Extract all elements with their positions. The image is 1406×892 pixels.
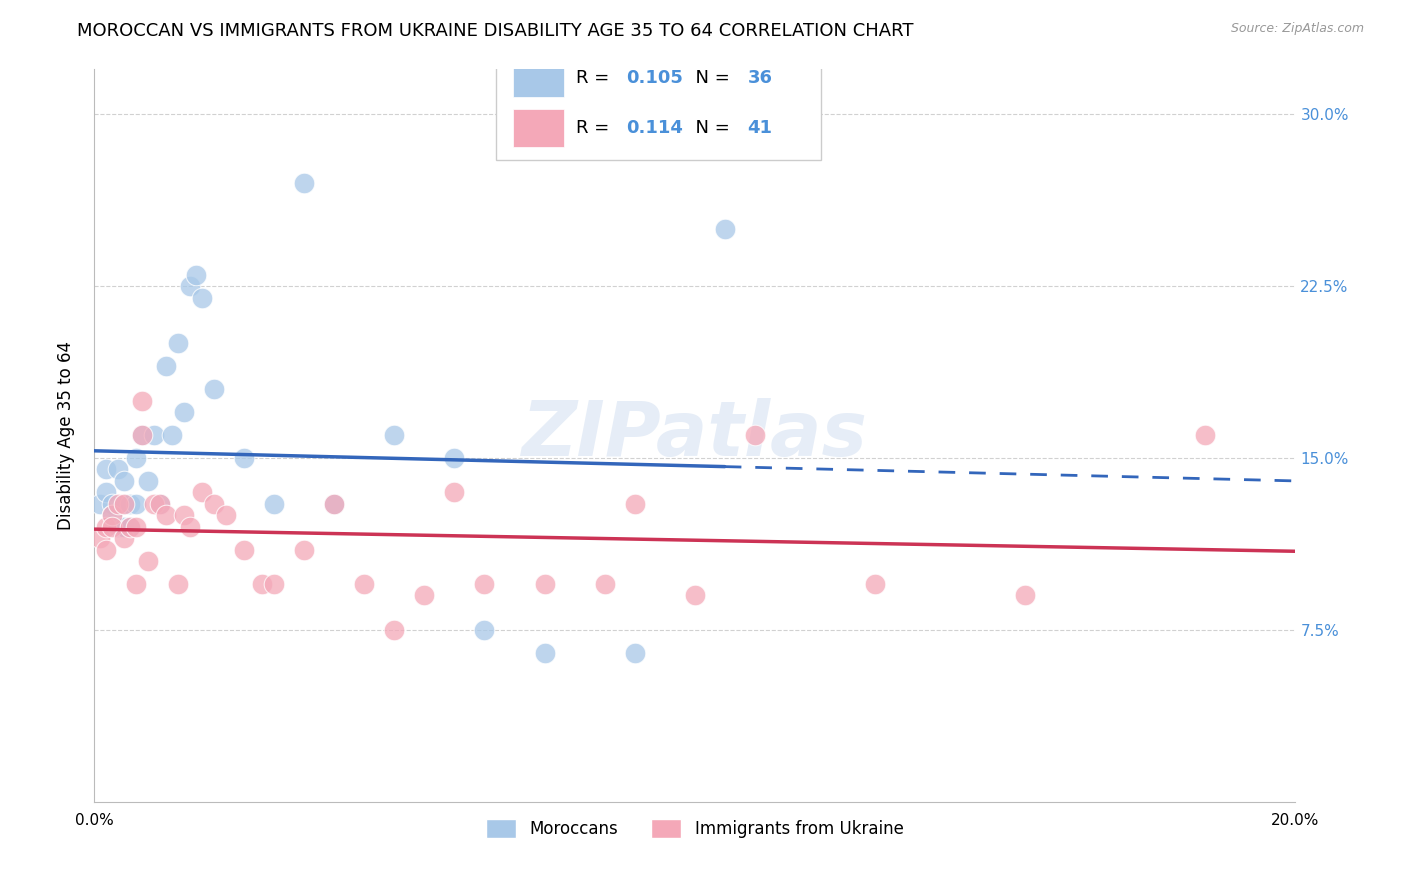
- Point: [250, 577, 273, 591]
- Point: [94, 485, 117, 500]
- Point: [94, 462, 117, 476]
- Point: [125, 450, 148, 465]
- Point: [131, 393, 153, 408]
- Point: [131, 428, 153, 442]
- Point: [173, 405, 195, 419]
- Point: [413, 588, 436, 602]
- Text: Source: ZipAtlas.com: Source: ZipAtlas.com: [1230, 22, 1364, 36]
- Text: 36: 36: [748, 70, 772, 87]
- Point: [623, 646, 645, 660]
- Text: 0.114: 0.114: [626, 119, 683, 136]
- Point: [118, 497, 141, 511]
- Point: [155, 359, 177, 374]
- Point: [382, 428, 405, 442]
- Point: [94, 542, 117, 557]
- Legend: Moroccans, Immigrants from Ukraine: Moroccans, Immigrants from Ukraine: [479, 812, 910, 845]
- Point: [94, 519, 117, 533]
- Point: [112, 497, 135, 511]
- Point: [233, 542, 256, 557]
- Point: [101, 508, 124, 523]
- Point: [155, 508, 177, 523]
- Point: [173, 508, 195, 523]
- Point: [593, 577, 616, 591]
- FancyBboxPatch shape: [513, 60, 564, 97]
- Point: [89, 497, 111, 511]
- Point: [353, 577, 375, 591]
- Text: 0.105: 0.105: [626, 70, 683, 87]
- Point: [101, 508, 124, 523]
- Point: [382, 623, 405, 637]
- Point: [443, 485, 465, 500]
- Point: [179, 519, 201, 533]
- Point: [443, 450, 465, 465]
- Point: [107, 462, 129, 476]
- Point: [149, 497, 172, 511]
- Point: [215, 508, 238, 523]
- Text: R =: R =: [575, 70, 614, 87]
- Point: [107, 519, 129, 533]
- Point: [744, 428, 766, 442]
- Point: [263, 577, 285, 591]
- Point: [143, 428, 166, 442]
- FancyBboxPatch shape: [513, 109, 564, 147]
- Text: N =: N =: [683, 119, 735, 136]
- Point: [125, 497, 148, 511]
- Point: [683, 588, 706, 602]
- Text: MOROCCAN VS IMMIGRANTS FROM UKRAINE DISABILITY AGE 35 TO 64 CORRELATION CHART: MOROCCAN VS IMMIGRANTS FROM UKRAINE DISA…: [77, 22, 914, 40]
- Point: [136, 474, 159, 488]
- Point: [125, 577, 148, 591]
- Point: [112, 497, 135, 511]
- Point: [179, 279, 201, 293]
- Point: [143, 497, 166, 511]
- Point: [202, 497, 225, 511]
- Point: [1014, 588, 1036, 602]
- Point: [101, 519, 124, 533]
- Point: [184, 268, 207, 282]
- Point: [292, 542, 315, 557]
- Point: [107, 497, 129, 511]
- Point: [112, 474, 135, 488]
- Point: [623, 497, 645, 511]
- Point: [131, 428, 153, 442]
- Point: [1194, 428, 1216, 442]
- Point: [292, 176, 315, 190]
- Point: [713, 222, 735, 236]
- Point: [112, 519, 135, 533]
- Point: [125, 519, 148, 533]
- Point: [263, 497, 285, 511]
- Point: [89, 531, 111, 545]
- Text: 41: 41: [748, 119, 772, 136]
- Text: R =: R =: [575, 119, 614, 136]
- Point: [533, 646, 555, 660]
- Point: [118, 519, 141, 533]
- Point: [167, 577, 190, 591]
- Text: ZIPatlas: ZIPatlas: [522, 398, 868, 472]
- Point: [112, 531, 135, 545]
- FancyBboxPatch shape: [496, 62, 821, 161]
- Text: N =: N =: [683, 70, 735, 87]
- Point: [167, 336, 190, 351]
- Point: [118, 519, 141, 533]
- Point: [101, 497, 124, 511]
- Point: [191, 485, 214, 500]
- Y-axis label: Disability Age 35 to 64: Disability Age 35 to 64: [58, 341, 75, 530]
- Point: [191, 291, 214, 305]
- Point: [323, 497, 346, 511]
- Point: [202, 382, 225, 396]
- Point: [323, 497, 346, 511]
- Point: [136, 554, 159, 568]
- Point: [160, 428, 183, 442]
- Point: [233, 450, 256, 465]
- Point: [863, 577, 886, 591]
- Point: [474, 623, 496, 637]
- Point: [149, 497, 172, 511]
- Point: [474, 577, 496, 591]
- Point: [533, 577, 555, 591]
